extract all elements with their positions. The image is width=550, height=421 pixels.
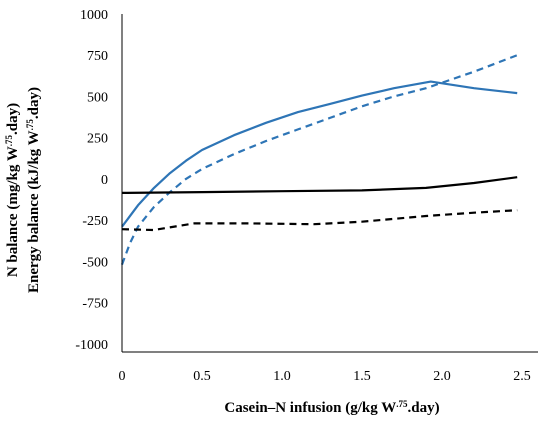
x-tick-label: 0.5	[193, 369, 211, 384]
y-tick-label: 1000	[80, 8, 108, 23]
blue-dashed-series-line	[120, 54, 518, 265]
y-tick-label: 500	[87, 90, 108, 105]
blue-solid-series-line	[121, 80, 518, 228]
y-tick-labels: 1000 750 500 250 0 -250 -500 -750 -1000	[75, 8, 108, 353]
x-tick-label: 1.0	[273, 369, 291, 384]
y-tick-label: -250	[82, 214, 108, 229]
y-axis-label-line1: N balance (mg/kg W.75.day)	[4, 103, 21, 277]
y-tick-label: -1000	[75, 338, 108, 353]
x-tick-label: 2.0	[433, 369, 451, 384]
black-solid-series-line	[121, 176, 518, 194]
x-tick-labels: 0 0.5 1.0 1.5 2.0 2.5	[119, 369, 531, 384]
x-tick-label: 0	[119, 369, 126, 384]
x-tick-label: 1.5	[353, 369, 371, 384]
black-dashed-series-line	[121, 209, 518, 232]
y-tick-label: 250	[87, 132, 108, 147]
y-tick-label: -750	[82, 297, 108, 312]
y-tick-label: 750	[87, 49, 108, 64]
y-axis-label-line2: Energy balance (kJ/kg W.75.day)	[25, 87, 42, 293]
axes-layer	[121, 14, 538, 353]
y-tick-label: -500	[82, 255, 108, 270]
x-tick-label: 2.5	[513, 369, 531, 384]
y-tick-label: 0	[101, 173, 108, 188]
x-axis-label: Casein–N infusion (g/kg W.75.day)	[224, 399, 439, 416]
series-layer	[120, 54, 518, 265]
